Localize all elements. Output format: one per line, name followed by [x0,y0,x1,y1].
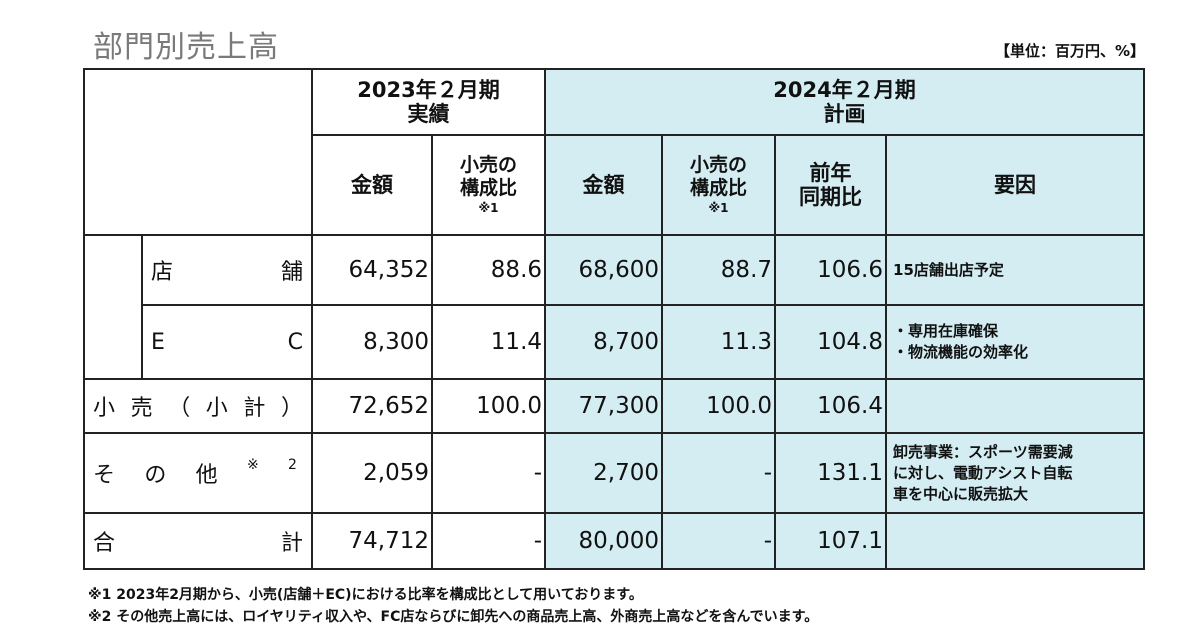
other-ratio-2023: - [430,432,547,514]
subtotal-ratio-2024: 100.0 [661,378,777,434]
subtotal-amount-2024: 77,300 [544,378,664,434]
retail-group-cell [83,234,143,380]
total-amount-2024: 80,000 [544,512,664,570]
page-title: 部門別売上高 [93,30,279,65]
other-reason: 卸売事業：スポーツ需要減 に対し、電動アシスト自転 車を中心に販売拡大 [885,432,1146,514]
store-amount-2024: 68,600 [544,234,664,306]
total-ratio-2023: - [430,512,547,570]
row-label-other: その 他 ※ 2 [83,432,313,514]
header-ratio-2024: 小売の 構成比 ※1 [661,134,777,236]
footnote-1: ※1 2023年2月期から、小売(店舗＋EC)における比率を構成比として用いてお… [88,587,643,603]
header-fy2024: 2024年２月期 計画 [544,68,1146,136]
total-amount-2023: 74,712 [311,512,433,570]
ec-amount-2024: 8,700 [544,304,664,380]
subtotal-amount-2023: 72,652 [311,378,433,434]
table-row: 店舗 64,352 88.6 68,600 88.7 106.6 15店舗出店予… [83,234,1146,380]
row-label-subtotal: 小売 （小 計） [83,378,313,434]
header-amount-2024: 金額 [544,134,664,236]
total-yoy: 107.1 [774,512,888,570]
total-reason [885,512,1146,570]
subtotal-reason [885,378,1146,434]
subtotal-yoy: 106.4 [774,378,888,434]
store-reason: 15店舗出店予定 [885,234,1146,306]
other-amount-2024: 2,700 [544,432,664,514]
total-ratio-2024: - [661,512,777,570]
ec-reason: ・専用在庫確保 ・物流機能の効率化 [885,304,1146,380]
header-corner [83,68,313,236]
footnote-2: ※2 その他売上高には、ロイヤリティ収入や、FC店ならびに卸先への商品売上高、外… [88,609,819,625]
subtotal-ratio-2023: 100.0 [430,378,547,434]
ec-amount-2023: 8,300 [311,304,433,380]
store-yoy: 106.6 [774,234,888,306]
unit-label: 【単位：百万円、%】 [994,42,1145,60]
header-factor: 要因 [885,134,1146,236]
department-sales-table: 2023年２月期 実績 2024年２月期 計画 金額 小売の 構成比 ※1 金額… [83,68,1146,570]
other-ratio-2024: - [661,432,777,514]
store-ratio-2024: 88.7 [661,234,777,306]
store-amount-2023: 64,352 [311,234,433,306]
table-row: 小売 （小 計） 72,652 100.0 77,300 100.0 106.4 [83,378,1146,434]
header-yoy: 前年 同期比 [774,134,888,236]
ec-yoy: 104.8 [774,304,888,380]
header-fy2023: 2023年２月期 実績 [310,68,547,136]
row-label-total: 合計 [83,512,313,570]
header-ratio-2023: 小売の 構成比 ※1 [430,134,547,236]
other-yoy: 131.1 [774,432,888,514]
ec-ratio-2024: 11.3 [661,304,777,380]
header-amount-2023: 金額 [311,134,433,236]
row-label-store: 店舗 [141,234,313,306]
table-row: その 他 ※ 2 2,059 - 2,700 - 131.1 卸売事業：スポーツ… [83,432,1146,514]
ec-ratio-2023: 11.4 [430,304,547,380]
other-amount-2023: 2,059 [311,432,433,514]
table-row: 合計 74,712 - 80,000 - 107.1 [83,512,1146,570]
store-ratio-2023: 88.6 [430,234,547,306]
